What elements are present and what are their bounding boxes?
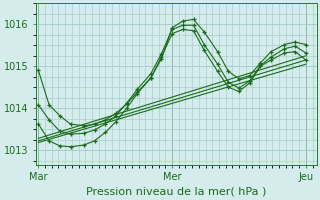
X-axis label: Pression niveau de la mer( hPa ): Pression niveau de la mer( hPa ): [86, 187, 266, 197]
